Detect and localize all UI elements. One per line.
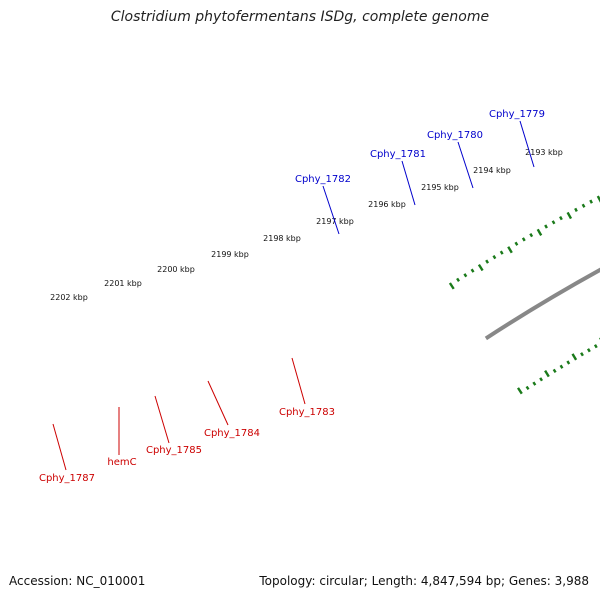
tick-mark: [586, 348, 591, 353]
scale-label: 2199 kbp: [211, 250, 249, 259]
gene-label: Cphy_1779: [489, 109, 545, 120]
tick-mark: [559, 364, 564, 369]
scale-label: 2196 kbp: [368, 200, 406, 209]
scale-label: 2200 kbp: [157, 265, 195, 274]
scale-label: 2202 kbp: [50, 293, 88, 302]
tick-mark: [521, 237, 526, 242]
gene-label: Cphy_1781: [370, 149, 426, 160]
genome-backbone: [484, 267, 600, 341]
tick-mark: [477, 263, 484, 272]
inner-tick-ring: [516, 337, 600, 395]
scale-label: 2198 kbp: [263, 234, 301, 243]
tick-mark: [532, 381, 537, 386]
label-leader-line: [207, 380, 229, 426]
gene-label: Cphy_1784: [204, 428, 260, 439]
tick-mark: [589, 199, 593, 204]
gene-label: Cphy_1780: [427, 130, 483, 141]
genome-stats-label: Topology: circular; Length: 4,847,594 bp…: [259, 574, 589, 588]
scale-labels: 2202 kbp 2201 kbp 2200 kbp 2199 kbp 2198 kbp…: [50, 148, 563, 302]
scale-label: 2195 kbp: [421, 183, 459, 192]
tick-mark: [581, 203, 586, 208]
gene-label: hemC: [107, 457, 136, 468]
tick-mark: [544, 224, 548, 229]
scale-label: 2201 kbp: [104, 279, 142, 288]
label-leader-line: [519, 120, 535, 168]
tick-mark: [559, 216, 563, 221]
tick-mark: [470, 268, 475, 273]
tick-mark: [551, 220, 556, 225]
tick-mark: [552, 368, 557, 374]
label-leader-line: [401, 160, 416, 206]
tick-mark: [596, 195, 600, 203]
tick-mark: [571, 353, 578, 361]
tick-mark: [574, 207, 578, 212]
tick-mark: [566, 360, 571, 365]
tick-mark: [593, 344, 598, 349]
tick-mark: [448, 282, 455, 290]
tick-mark: [463, 273, 468, 278]
gene-label: Cphy_1782: [295, 174, 351, 185]
gene-label: Cphy_1783: [279, 407, 335, 418]
tick-mark: [580, 352, 584, 357]
tick-mark: [536, 228, 543, 236]
outer-tick-ring: [448, 195, 600, 290]
gene-label: Cphy_1787: [39, 473, 95, 484]
tick-mark: [529, 232, 534, 238]
tick-mark: [492, 254, 497, 260]
tick-mark: [516, 387, 523, 395]
tick-mark: [499, 250, 504, 255]
tick-mark: [507, 246, 513, 254]
label-leader-line: [457, 141, 474, 189]
tick-mark: [539, 377, 544, 382]
accession-label: Accession: NC_010001: [9, 574, 146, 588]
gene-label: Cphy_1785: [146, 445, 202, 456]
label-leader-line: [291, 357, 306, 405]
tick-mark: [525, 385, 530, 391]
tick-mark: [544, 369, 550, 378]
tick-mark: [485, 259, 490, 264]
label-leader-line: [52, 423, 67, 471]
tick-mark: [456, 277, 461, 282]
label-leader-line: [154, 395, 170, 444]
tick-mark: [514, 241, 519, 246]
scale-label: 2193 kbp: [525, 148, 563, 157]
map-title: Clostridium phytofermentans ISDg, comple…: [110, 9, 490, 25]
tick-mark: [566, 211, 573, 220]
scale-label: 2194 kbp: [473, 166, 511, 175]
label-leader-line: [322, 185, 340, 235]
